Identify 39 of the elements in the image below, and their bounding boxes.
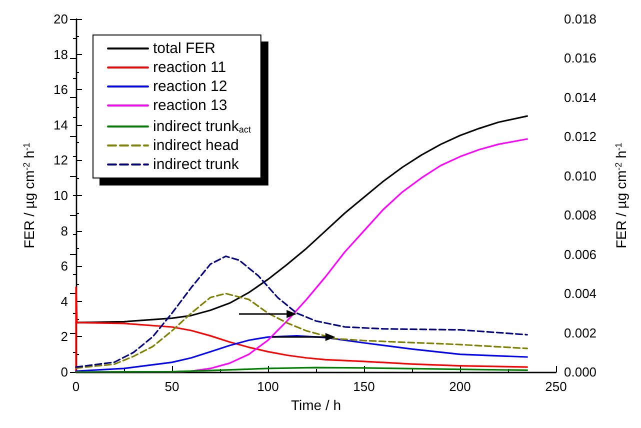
y2-tick-label: 0.012: [564, 129, 597, 144]
y2-tick-label: 0.002: [564, 325, 597, 340]
y-tick-label: 10: [54, 188, 68, 203]
y2-tick-label: 0.000: [564, 364, 597, 380]
y-tick-label: 8: [60, 223, 68, 238]
y2-tick-label: 0.014: [564, 90, 597, 105]
y-tick-label: 2: [60, 329, 68, 344]
line-series: [75, 255, 528, 368]
x-tick-label: 100: [257, 379, 279, 394]
legend-label: total FER: [153, 40, 216, 57]
x-tick-label: 250: [545, 379, 567, 394]
y2-tick-label: 0.016: [564, 50, 597, 66]
x-tick-label: 150: [353, 379, 375, 394]
y2-tick-label: 0.008: [564, 208, 597, 223]
y-tick-label: 0: [60, 364, 68, 380]
legend-label: reaction 13: [153, 97, 228, 114]
y-tick-label: 4: [60, 294, 68, 309]
legend-label: reaction 12: [153, 78, 228, 95]
y-tick-label: 18: [54, 46, 68, 62]
y2-tick-label: 0.010: [564, 168, 597, 184]
y2-axis-title: FER / µg cm-2 h-1: [613, 142, 629, 248]
legend-label: indirect trunk: [153, 156, 240, 173]
legend-label: reaction 11: [153, 59, 226, 76]
line-series: [75, 115, 528, 324]
y-tick-label: 14: [54, 117, 68, 132]
y2-tick-label: 0.006: [564, 246, 597, 262]
y2-tick-label: 0.004: [564, 286, 597, 302]
y-tick-label: 20: [54, 12, 68, 26]
y2-tick-label: 0.018: [564, 12, 597, 26]
x-axis-title: Time / h: [290, 397, 342, 413]
y-tick-label: 16: [54, 82, 68, 98]
x-tick-label: 200: [449, 379, 471, 394]
legend-label: indirect trunkact: [153, 118, 252, 135]
legend-label: indirect head: [153, 137, 239, 154]
y-axis-title: FER / µg cm-2 h-1: [21, 142, 37, 248]
y-tick-label: 12: [54, 152, 68, 168]
x-tick-label: 50: [164, 379, 180, 394]
y-tick-label: 6: [60, 258, 68, 274]
x-tick-label: 0: [72, 379, 80, 394]
